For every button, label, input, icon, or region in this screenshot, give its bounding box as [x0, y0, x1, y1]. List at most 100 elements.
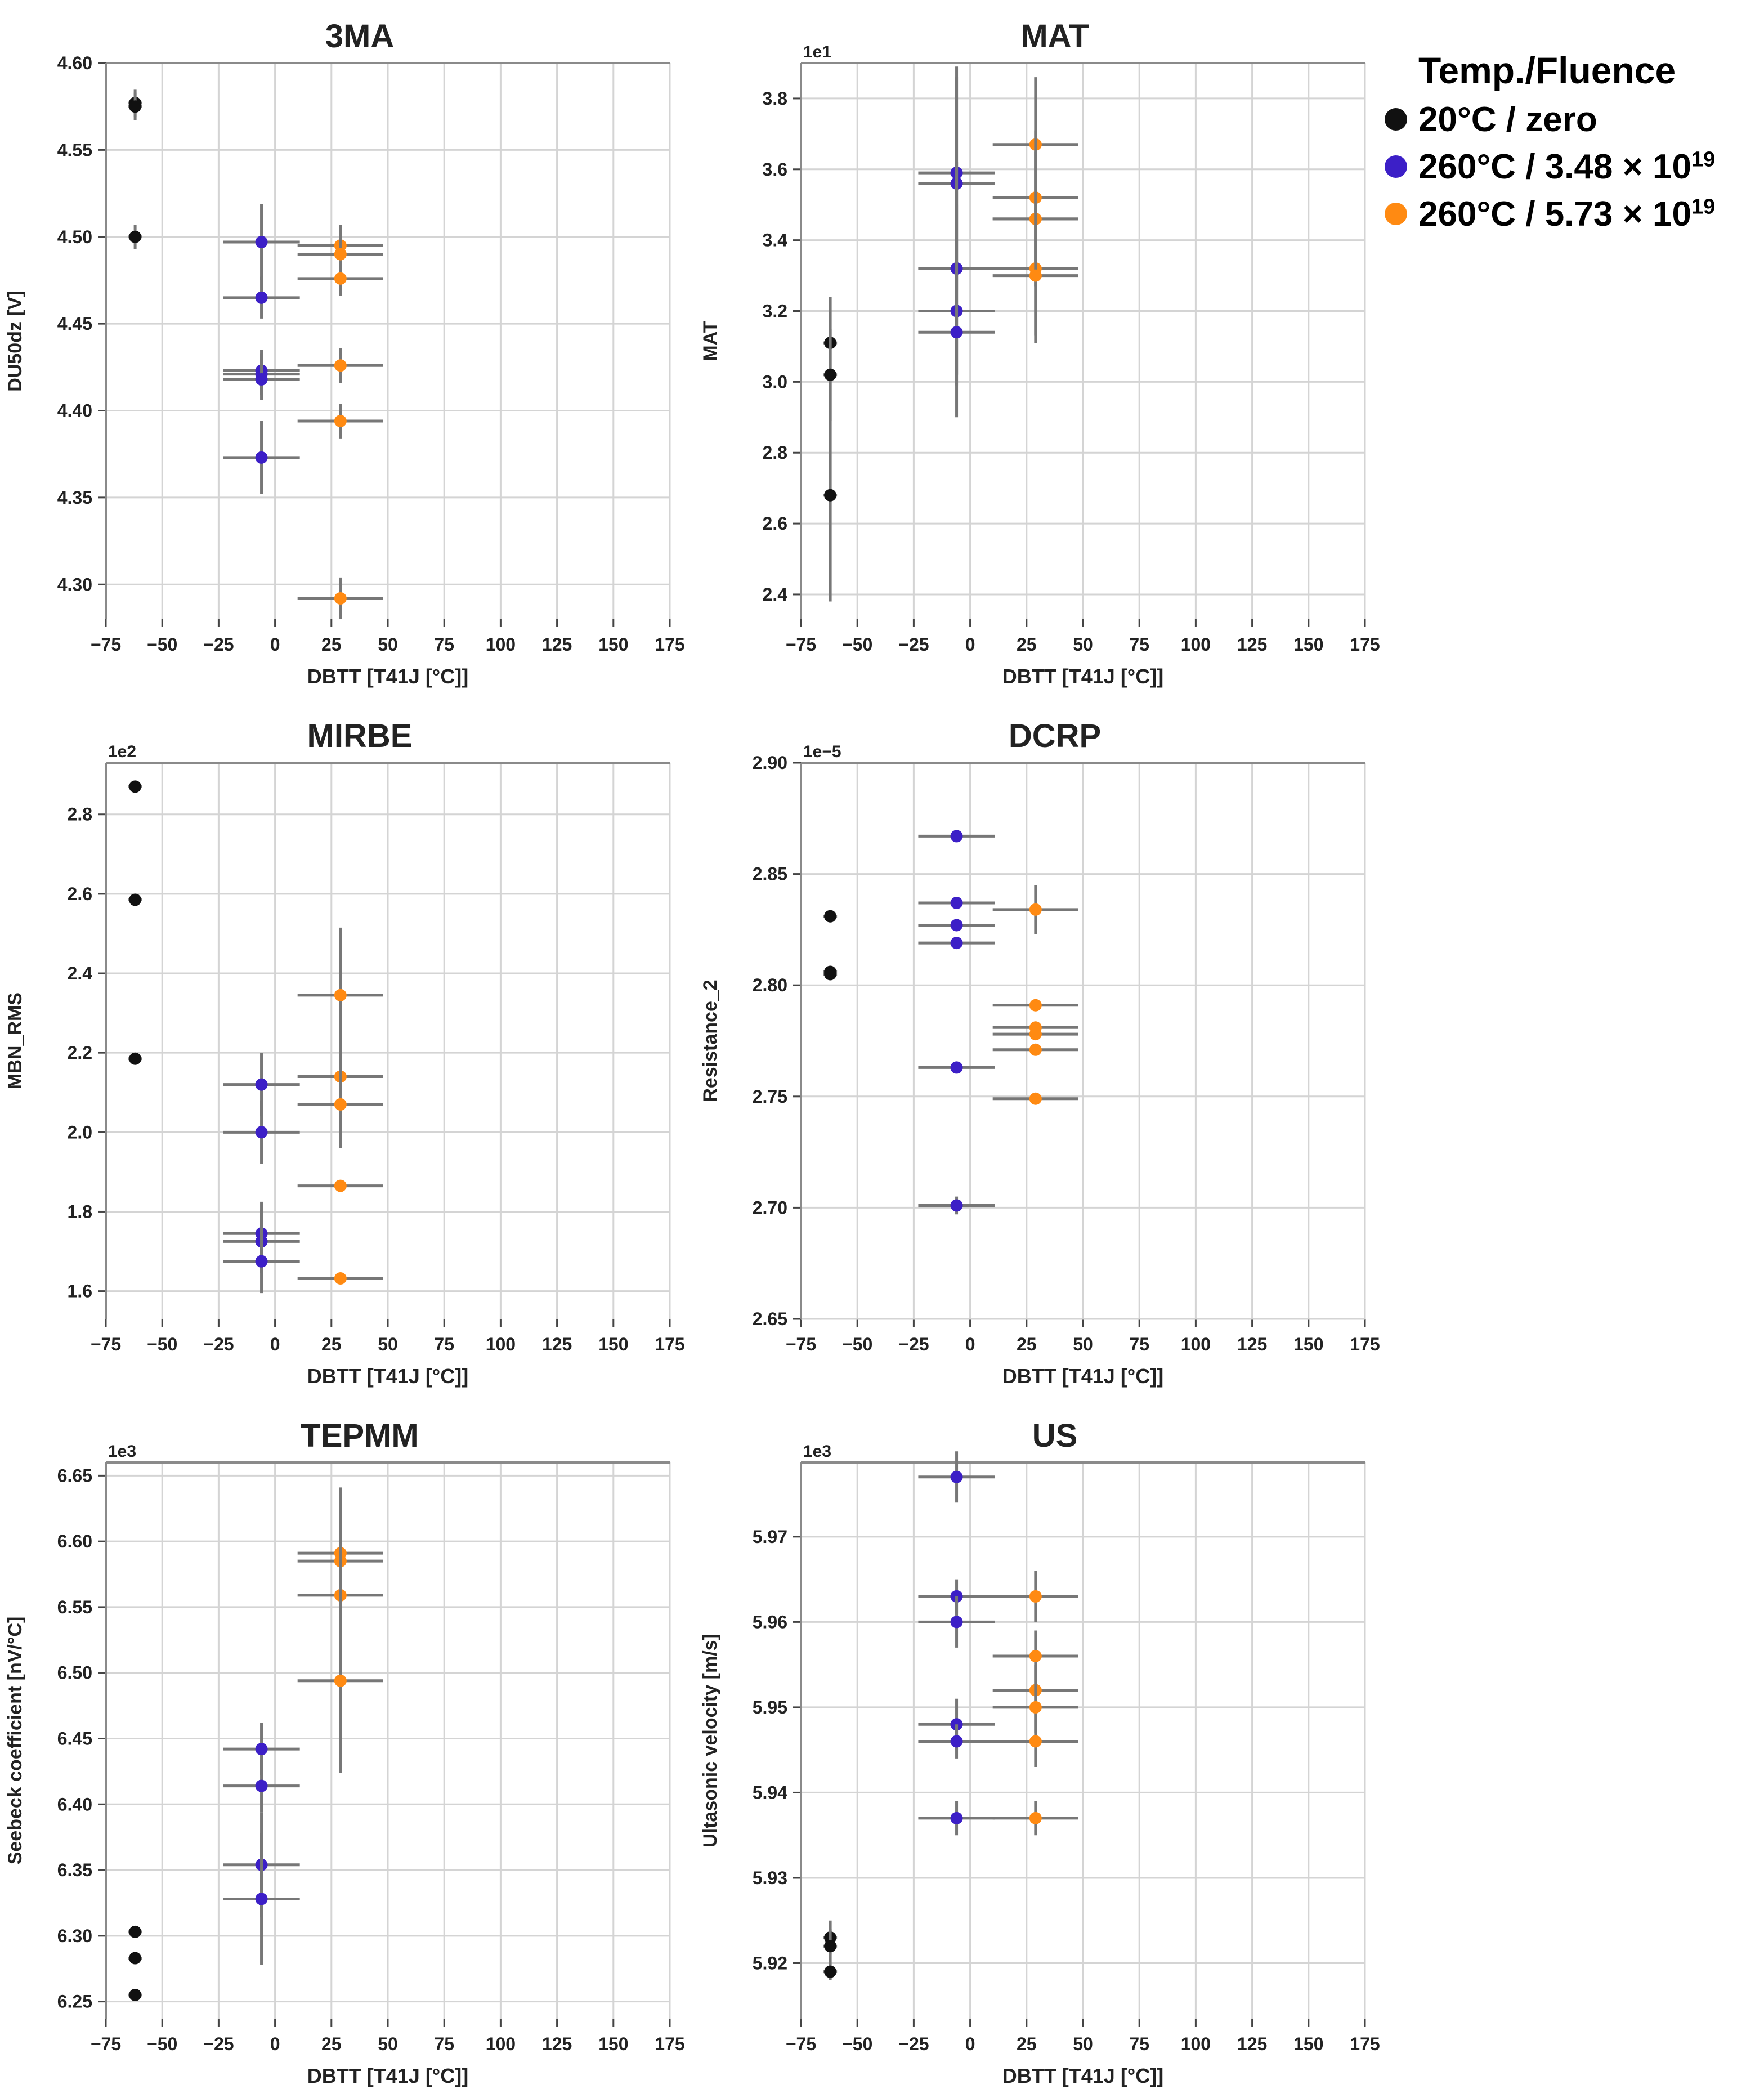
chart-title: DCRP [1009, 718, 1101, 754]
x-tick-label: 175 [655, 1334, 684, 1354]
data-point [824, 910, 837, 923]
legend-entry-ref: 20°C / zero [1385, 96, 1745, 143]
y-tick-label: 6.30 [57, 1926, 92, 1946]
data-point [255, 1743, 268, 1756]
x-tick-label: 75 [1129, 2034, 1149, 2054]
x-tick-label: 100 [1181, 634, 1211, 655]
x-tick-label: 25 [321, 1334, 342, 1354]
x-tick-label: −75 [91, 2034, 121, 2054]
x-axis-label: DBTT [T41J [°C]] [1002, 1365, 1163, 1388]
x-tick-label: 0 [270, 2034, 280, 2054]
y-tick-label: 5.94 [753, 1782, 787, 1802]
y-tick-label: 2.2 [68, 1043, 92, 1063]
y-tick-label: 3.0 [763, 372, 787, 392]
x-tick-label: 100 [486, 634, 516, 655]
x-tick-label: 100 [1181, 2034, 1211, 2054]
data-point [950, 1061, 963, 1074]
x-tick-label: −25 [203, 2034, 234, 2054]
x-tick-label: 75 [434, 634, 454, 655]
axis-offset-label: 1e−5 [803, 742, 841, 761]
data-point [1029, 1590, 1042, 1603]
data-point [255, 1078, 268, 1091]
y-tick-label: 2.65 [753, 1309, 787, 1329]
y-tick-label: 4.55 [57, 140, 92, 160]
data-point [255, 373, 268, 386]
legend-label-ref: 20°C / zero [1418, 100, 1597, 139]
x-tick-label: 50 [1073, 1334, 1093, 1354]
data-point [950, 896, 963, 909]
y-tick-label: 5.95 [753, 1697, 787, 1717]
x-tick-label: −25 [898, 1334, 929, 1354]
x-tick-label: 50 [378, 634, 398, 655]
x-tick-label: 75 [434, 2034, 454, 2054]
x-axis-label: DBTT [T41J [°C]] [307, 665, 468, 688]
x-tick-label: 0 [270, 1334, 280, 1354]
data-point [255, 451, 268, 464]
data-point [824, 1940, 837, 1953]
y-tick-label: 6.65 [57, 1465, 92, 1486]
data-point [255, 291, 268, 304]
y-tick-label: 6.60 [57, 1531, 92, 1551]
x-tick-label: 0 [965, 2034, 975, 2054]
y-tick-label: 2.75 [753, 1086, 787, 1107]
chart-title: MIRBE [307, 718, 413, 754]
legend-sup-high: 19 [1691, 194, 1716, 218]
y-tick-label: 4.50 [57, 227, 92, 247]
data-point [255, 1893, 268, 1905]
y-tick-label: 4.60 [57, 53, 92, 73]
data-point [334, 1179, 347, 1192]
y-axis-label: Resistance_2 [700, 979, 721, 1102]
axis-offset-label: 1e2 [108, 742, 136, 761]
data-point [950, 830, 963, 843]
data-point [129, 1925, 142, 1938]
y-tick-label: 4.40 [57, 401, 92, 421]
data-point [1029, 903, 1042, 916]
data-point [950, 1735, 963, 1748]
chart-us: −75 −50 −25 0 25 50 75 100 125 150 175 5.92 5.93 5.94… [700, 1417, 1380, 2087]
x-axis-label: DBTT [T41J [°C]] [307, 2064, 468, 2087]
x-tick-label: −25 [203, 634, 234, 655]
data-point [1029, 1811, 1042, 1824]
y-axis-label: Seebeck coefficient [nV/°C] [5, 1617, 26, 1865]
y-axis-label: Ultasonic velocity [m/s] [700, 1634, 721, 1848]
y-tick-label: 3.4 [763, 230, 788, 250]
data-point [824, 489, 837, 502]
data-point [1029, 269, 1042, 282]
data-point [129, 1052, 142, 1065]
data-point [255, 236, 268, 249]
x-tick-label: 25 [321, 634, 342, 655]
legend-marker-low [1385, 155, 1407, 178]
data-point [1029, 999, 1042, 1012]
x-tick-label: 25 [1017, 1334, 1037, 1354]
data-point [129, 893, 142, 906]
x-tick-label: −75 [91, 634, 121, 655]
x-tick-label: −75 [786, 634, 816, 655]
y-tick-label: 1.8 [68, 1201, 92, 1222]
y-axis-label: MBN_RMS [5, 992, 26, 1089]
y-axis-label: MAT [700, 321, 721, 361]
data-point [334, 1098, 347, 1111]
axis-offset-label: 1e3 [108, 1442, 136, 1461]
data-point [255, 1126, 268, 1139]
x-axis-label: DBTT [T41J [°C]] [307, 1365, 468, 1388]
y-tick-label: 2.4 [68, 963, 93, 983]
data-point [334, 248, 347, 261]
x-tick-label: 150 [1293, 1334, 1323, 1354]
y-tick-label: 5.96 [753, 1612, 787, 1632]
x-tick-label: 175 [1350, 634, 1380, 655]
x-tick-label: −25 [898, 634, 929, 655]
legend: Temp./Fluence 20°C / zero 260°C / 3.48 ×… [1385, 45, 1745, 238]
chart-tepmm: −75 −50 −25 0 25 50 75 100 125 150 175 6.25 6.30 6.35… [5, 1417, 685, 2087]
x-tick-label: 150 [1293, 2034, 1323, 2054]
x-tick-label: 0 [965, 1334, 975, 1354]
x-tick-label: −50 [842, 1334, 872, 1354]
data-point [950, 1199, 963, 1212]
y-tick-label: 2.6 [68, 884, 92, 904]
y-tick-label: 2.70 [753, 1197, 787, 1218]
data-point [950, 1470, 963, 1483]
y-tick-label: 2.8 [763, 442, 787, 463]
data-point [950, 937, 963, 950]
data-point [950, 1811, 963, 1824]
data-point [824, 1965, 837, 1978]
